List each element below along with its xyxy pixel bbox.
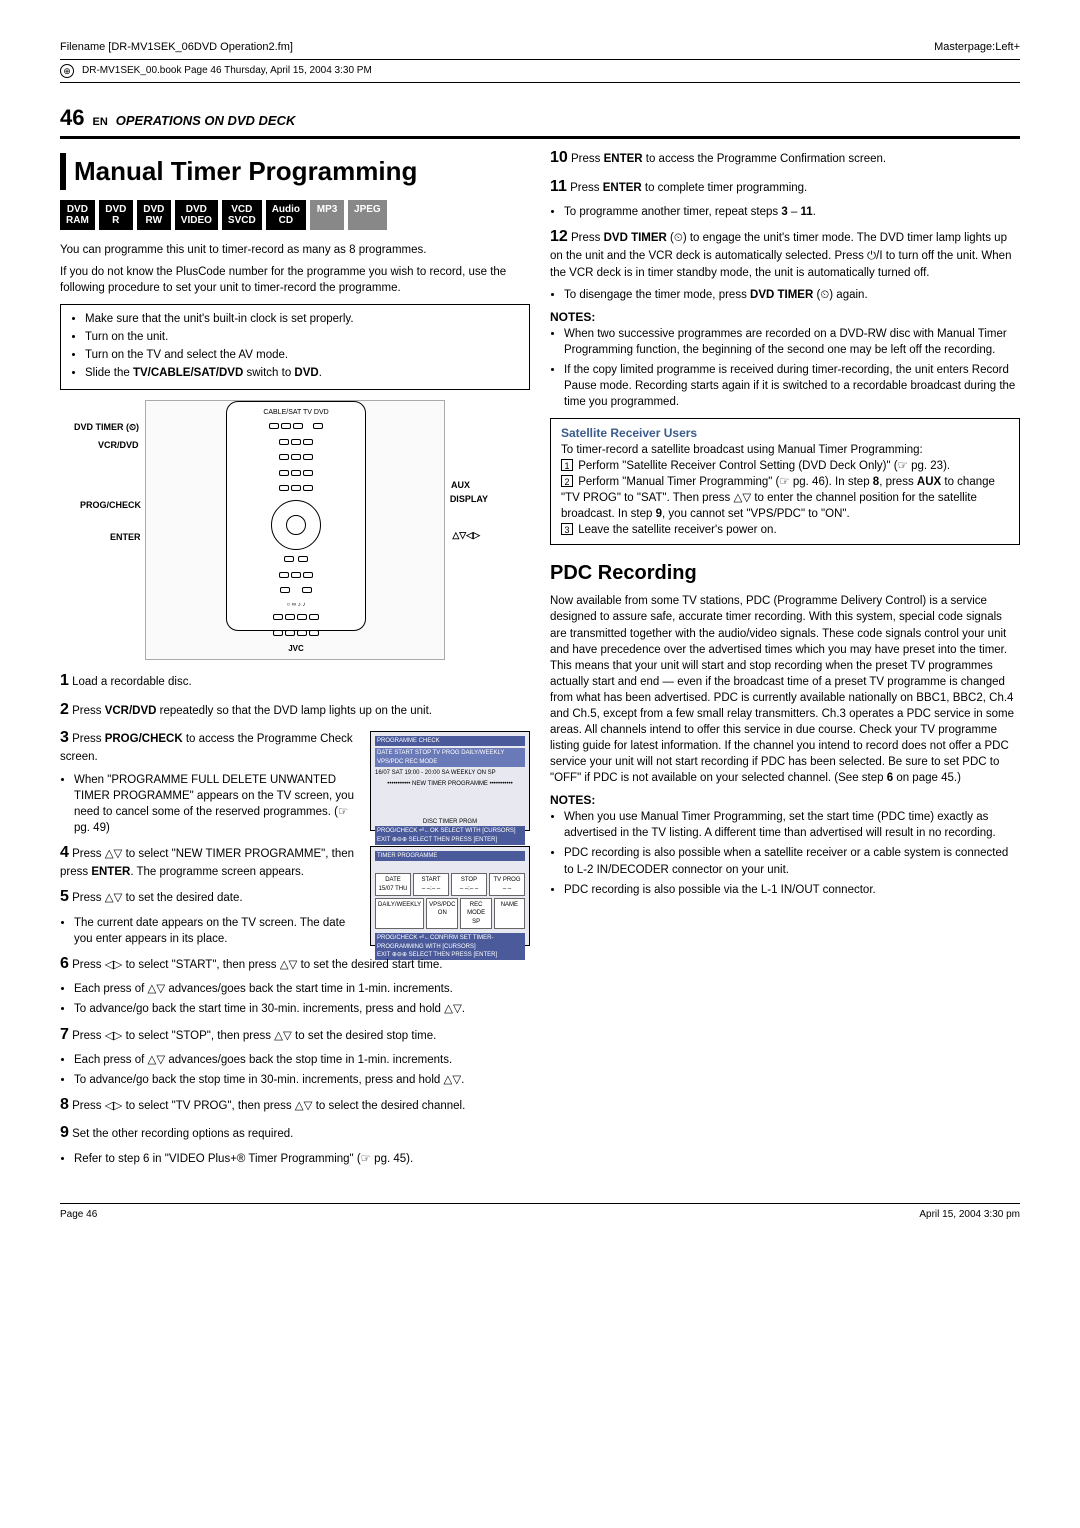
sat-p1: To timer-record a satellite broadcast us… xyxy=(561,442,1009,458)
lbl-enter: ENTER xyxy=(110,531,141,544)
masterpage: Masterpage:Left+ xyxy=(934,40,1020,55)
badge-dvd-ram: DVDRAM xyxy=(60,200,95,230)
page-lang: EN xyxy=(92,115,107,130)
step-7: 7 Press ◁▷ to select "STOP", then press … xyxy=(60,1024,530,1046)
sat-n3: 3 Leave the satellite receiver's power o… xyxy=(561,522,1009,538)
precondition-box: Make sure that the unit's built-in clock… xyxy=(60,304,530,390)
satellite-box: Satellite Receiver Users To timer-record… xyxy=(550,418,1020,545)
sat-n1: 1 Perform "Satellite Receiver Control Se… xyxy=(561,458,1009,474)
step-2: 2 Press VCR/DVD repeatedly so that the D… xyxy=(60,699,530,721)
book-line: ⊕ DR-MV1SEK_00.book Page 46 Thursday, Ap… xyxy=(60,59,1020,83)
step-6-b2: To advance/go back the start time in 30-… xyxy=(74,1001,530,1017)
remote-body: CABLE/SAT TV DVD ○ ∞ ♪ ♪ JVC xyxy=(226,401,366,631)
pdc-body: Now available from some TV stations, PDC… xyxy=(550,593,1020,786)
step-6-b1: Each press of △▽ advances/goes back the … xyxy=(74,981,530,997)
step-10: 10 Press ENTER to access the Programme C… xyxy=(550,147,1020,169)
sat-head: Satellite Receiver Users xyxy=(561,425,1009,442)
step-11-bul: To programme another timer, repeat steps… xyxy=(564,204,1020,220)
badge-audio-cd: AudioCD xyxy=(266,200,306,230)
notes-2-item-3: PDC recording is also possible via the L… xyxy=(564,882,1020,898)
lbl-vcr-dvd: VCR/DVD xyxy=(98,439,139,452)
intro-1: You can programme this unit to timer-rec… xyxy=(60,242,530,258)
lbl-switch: CABLE/SAT TV DVD xyxy=(227,408,365,418)
notes-1-item-1: When two successive programmes are recor… xyxy=(564,326,1020,358)
book-text: DR-MV1SEK_00.book Page 46 Thursday, Apri… xyxy=(82,64,372,78)
step-7-b1: Each press of △▽ advances/goes back the … xyxy=(74,1052,530,1068)
notes-2-item-1: When you use Manual Timer Programming, s… xyxy=(564,809,1020,841)
badge-dvd-r: DVDR xyxy=(99,200,133,230)
step-9: 9 Set the other recording options as req… xyxy=(60,1122,530,1144)
notes-1-item-2: If the copy limited programme is receive… xyxy=(564,362,1020,410)
notes-2-item-2: PDC recording is also possible when a sa… xyxy=(564,845,1020,877)
step-12: 12 Press DVD TIMER (⏲) to engage the uni… xyxy=(550,226,1020,281)
screen-timer-programme: TIMER PROGRAMME DATE15/07 THU START– –:–… xyxy=(370,846,530,946)
badge-jpeg: JPEG xyxy=(348,200,387,230)
lbl-arrows: △▽◁▷ xyxy=(452,529,480,542)
badge-dvd-video: DVDVIDEO xyxy=(175,200,218,230)
remote-diagram: DVD TIMER (⏲) VCR/DVD PROG/CHECK ENTER A… xyxy=(145,400,445,660)
sat-n2: 2 Perform "Manual Timer Programming" (☞ … xyxy=(561,474,1009,522)
footer: Page 46 April 15, 2004 3:30 pm xyxy=(60,1203,1020,1222)
screen-programme-check: PROGRAMME CHECK DATE START STOP TV PROG … xyxy=(370,731,530,831)
format-badges: DVDRAM DVDR DVDRW DVDVIDEO VCDSVCD Audio… xyxy=(60,200,530,230)
footer-date: April 15, 2004 3:30 pm xyxy=(919,1208,1020,1222)
prebox-2: Turn on the unit. xyxy=(85,329,519,345)
section-title: OPERATIONS ON DVD DECK xyxy=(116,112,296,130)
badge-dvd-rw: DVDRW xyxy=(137,200,171,230)
step-1: 1 Load a recordable disc. xyxy=(60,670,530,692)
step-12-bul: To disengage the timer mode, press DVD T… xyxy=(564,287,1020,303)
notes-1-head: NOTES: xyxy=(550,309,1020,326)
notes-2-head: NOTES: xyxy=(550,792,1020,809)
page-number: 46 xyxy=(60,103,84,134)
prebox-3: Turn on the TV and select the AV mode. xyxy=(85,347,519,363)
badge-vcd-svcd: VCDSVCD xyxy=(222,200,262,230)
step-7-b2: To advance/go back the stop time in 30-m… xyxy=(74,1072,530,1088)
badge-mp3: MP3 xyxy=(310,200,344,230)
lbl-aux: AUX xyxy=(451,479,470,492)
page-header: 46 EN OPERATIONS ON DVD DECK xyxy=(60,103,1020,139)
step-8: 8 Press ◁▷ to select "TV PROG", then pre… xyxy=(60,1094,530,1116)
filename: Filename [DR-MV1SEK_06DVD Operation2.fm] xyxy=(60,40,293,55)
lbl-prog-check: PROG/CHECK xyxy=(80,499,141,512)
lbl-display: DISPLAY xyxy=(450,493,488,506)
intro-2: If you do not know the PlusCode number f… xyxy=(60,264,530,296)
step-9-b1: Refer to step 6 in "VIDEO Plus+® Timer P… xyxy=(74,1151,530,1167)
pdc-title: PDC Recording xyxy=(550,559,1020,587)
main-title: Manual Timer Programming xyxy=(60,153,530,189)
lbl-jvc: JVC xyxy=(227,643,365,654)
prebox-1: Make sure that the unit's built-in clock… xyxy=(85,311,519,327)
lbl-dvd-timer: DVD TIMER (⏲) xyxy=(74,421,139,434)
footer-page: Page 46 xyxy=(60,1208,97,1222)
step-11: 11 Press ENTER to complete timer program… xyxy=(550,176,1020,198)
prebox-4: Slide the TV/CABLE/SAT/DVD switch to DVD… xyxy=(85,365,519,381)
